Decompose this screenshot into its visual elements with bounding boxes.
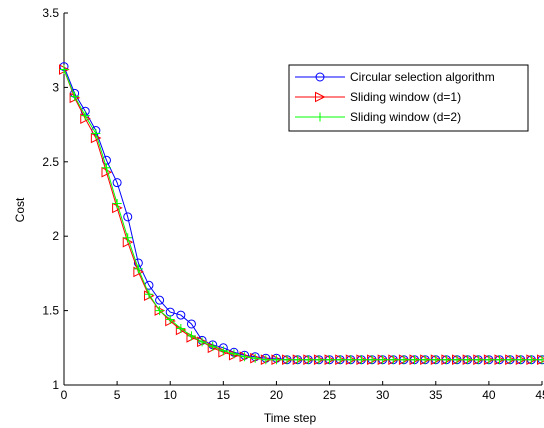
data-point <box>526 355 536 365</box>
data-point <box>463 355 473 365</box>
data-point <box>186 331 196 341</box>
data-point <box>112 198 122 208</box>
data-point <box>250 353 260 363</box>
data-point <box>293 355 303 365</box>
data-point <box>176 310 186 320</box>
data-point <box>59 65 69 75</box>
data-point <box>420 355 430 365</box>
y-tick-label: 3 <box>52 80 59 94</box>
data-point <box>80 111 90 121</box>
data-point <box>123 233 133 243</box>
data-point <box>165 315 175 325</box>
data-point <box>367 355 377 365</box>
data-point <box>70 91 80 101</box>
x-tick-label: 25 <box>323 388 337 402</box>
plot-area: 0 5 10 15 20 25 30 35 40 45 1 1.5 2 2.5 3 3.5 Circular s… <box>42 6 544 402</box>
x-tick-label: 30 <box>376 388 390 402</box>
legend-marker <box>315 91 326 103</box>
x-tick-label: 10 <box>164 388 178 402</box>
y-axis-label: Cost <box>13 197 27 222</box>
data-point <box>133 264 143 274</box>
data-point <box>431 355 441 365</box>
data-point <box>218 346 228 356</box>
legend-marker <box>315 72 325 82</box>
data-point <box>516 355 526 365</box>
x-tick-label: 0 <box>61 388 68 402</box>
y-tick-label: 1.5 <box>42 304 59 318</box>
data-point <box>484 355 494 365</box>
data-point <box>144 289 154 299</box>
data-point <box>282 355 292 365</box>
data-point <box>303 355 313 365</box>
legend-box <box>288 64 529 132</box>
data-point <box>123 212 133 222</box>
data-point <box>314 355 324 365</box>
data-point <box>229 349 239 359</box>
data-point <box>271 355 281 365</box>
data-point <box>399 355 409 365</box>
data-point <box>378 355 388 365</box>
x-tick-label: 20 <box>270 388 284 402</box>
data-point <box>155 295 165 305</box>
data-point <box>452 355 462 365</box>
x-tick-label: 40 <box>482 388 496 402</box>
data-point <box>441 355 451 365</box>
legend-label: Circular selection algorithm <box>350 70 495 84</box>
y-tick-label: 1 <box>52 378 59 392</box>
y-tick-label: 2.5 <box>42 155 59 169</box>
legend-item: Circular selection algorithm <box>295 70 495 84</box>
data-point <box>186 319 196 329</box>
data-point <box>112 178 122 188</box>
series-line <box>63 69 542 361</box>
x-tick-label: 5 <box>114 388 121 402</box>
data-point <box>473 355 483 365</box>
data-point <box>155 306 165 316</box>
legend-label: Sliding window (d=1) <box>350 90 461 104</box>
x-tick-label: 15 <box>217 388 231 402</box>
legend-item: Sliding window (d=1) <box>295 90 461 104</box>
data-point <box>101 163 111 173</box>
y-tick-label: 2 <box>52 229 59 243</box>
data-point <box>505 355 515 365</box>
data-point <box>261 355 271 365</box>
legend-marker <box>315 112 325 122</box>
data-point <box>410 355 420 365</box>
data-point <box>346 355 356 365</box>
data-point <box>240 352 250 362</box>
data-point <box>325 355 335 365</box>
data-point <box>537 355 544 365</box>
x-tick-label: 35 <box>429 388 443 402</box>
x-axis-label: Time step <box>264 411 317 425</box>
legend-item: Sliding window (d=2) <box>295 110 461 124</box>
legend: Circular selection algorithm Sliding wind… <box>288 64 529 132</box>
series-3 <box>59 65 544 365</box>
data-point <box>335 355 345 365</box>
data-point <box>208 341 218 351</box>
data-point <box>91 129 101 139</box>
data-point <box>176 323 186 333</box>
data-point <box>197 337 207 347</box>
data-point <box>388 355 398 365</box>
legend-label: Sliding window (d=2) <box>350 110 461 124</box>
data-point <box>356 355 366 365</box>
y-tick-label: 3.5 <box>42 6 59 20</box>
x-tick-label: 45 <box>535 388 544 402</box>
data-point <box>495 355 505 365</box>
